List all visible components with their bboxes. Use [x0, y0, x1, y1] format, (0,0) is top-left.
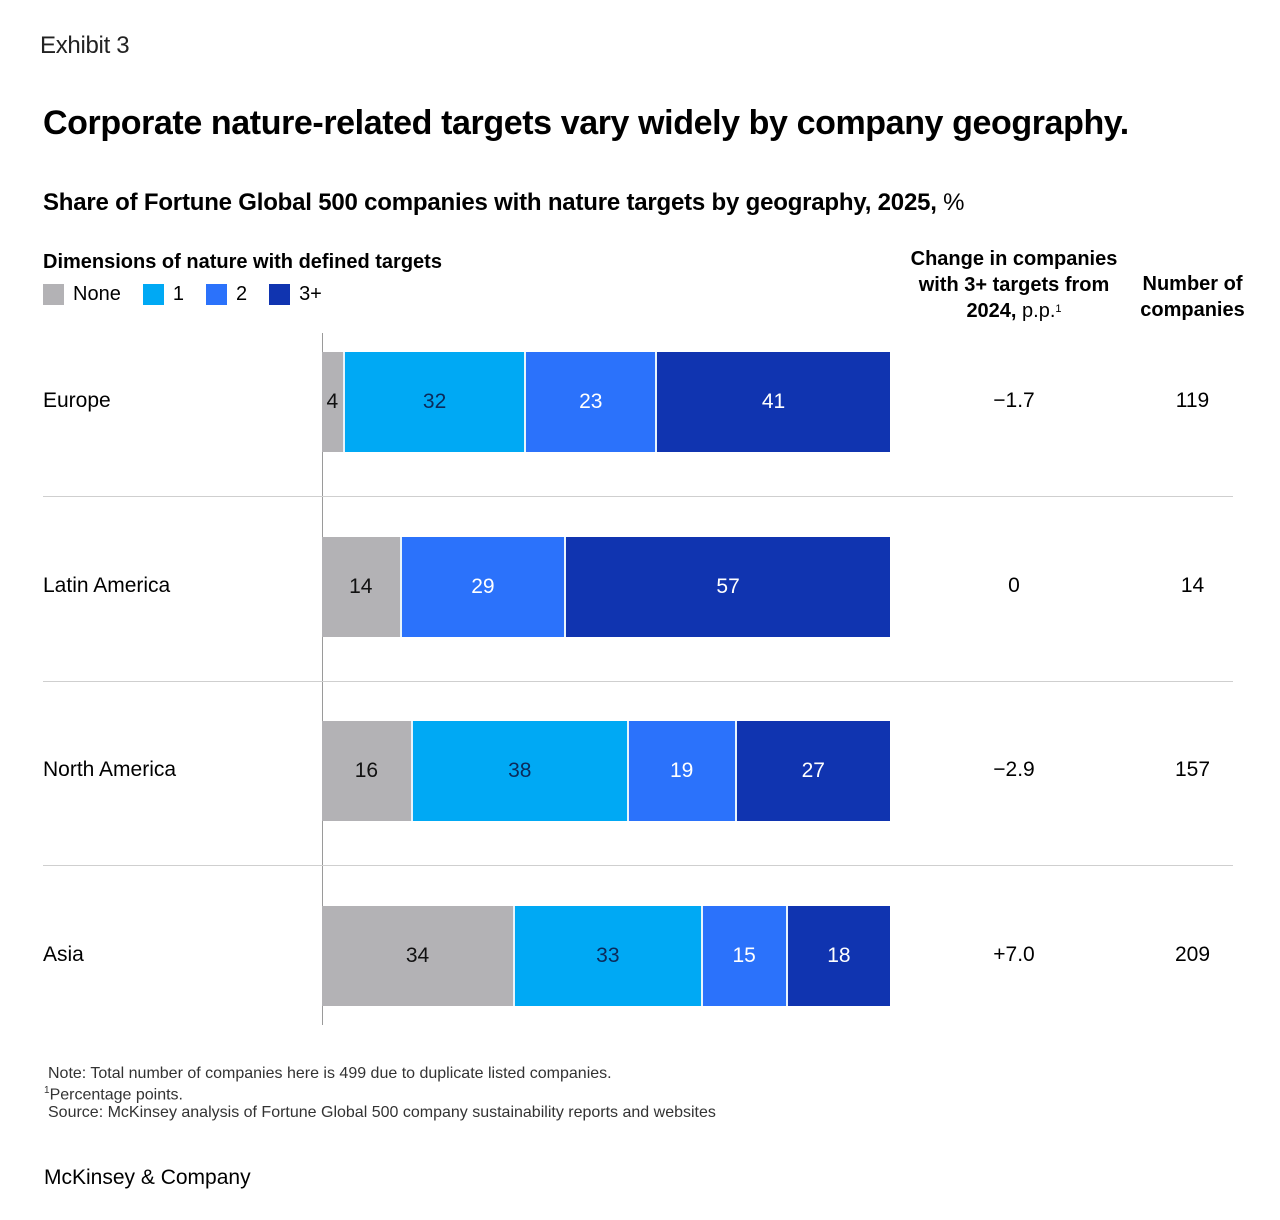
bar-segment-north-america-2: 19	[628, 721, 737, 821]
data-label: 27	[801, 759, 825, 782]
company-count-europe: 119	[1175, 389, 1210, 412]
data-label: 14	[349, 575, 373, 598]
data-label: 29	[471, 575, 495, 598]
bar-segment-latin-america-3plus: 57	[566, 537, 890, 637]
data-label: 32	[422, 390, 447, 413]
bar-segment-latin-america-none: 14	[322, 537, 402, 637]
subtitle-text: Share of Fortune Global 500 companies wi…	[43, 189, 937, 216]
bar-segment-asia-3plus: 18	[787, 906, 890, 1006]
change-value-asia: +7.0	[993, 943, 1035, 966]
column-header-count-line1: Number of	[1142, 273, 1243, 295]
region-label-europe: Europe	[43, 389, 111, 412]
data-label: 38	[508, 759, 532, 782]
chart-title: Corporate nature-related targets vary wi…	[43, 104, 1129, 142]
data-label: 4	[326, 390, 339, 413]
legend-label: 1	[172, 283, 184, 305]
data-label: 16	[354, 759, 379, 782]
footnote: 1Percentage points.	[44, 1085, 183, 1104]
data-label: 23	[579, 390, 603, 413]
bar-segment-north-america-none: 16	[322, 721, 413, 821]
data-label: 57	[716, 575, 740, 598]
legend-label: None	[73, 283, 121, 305]
column-header-change-line2: with 3+ targets from	[918, 274, 1110, 296]
stacked-bar-europe: 4 32 23 41	[322, 352, 890, 452]
source-text: Source: McKinsey analysis of Fortune Glo…	[48, 1104, 716, 1121]
bar-segment-europe-3plus: 41	[657, 352, 890, 452]
change-value-north-america: −2.9	[993, 758, 1035, 781]
brand-logo-text: McKinsey & Company	[44, 1166, 251, 1189]
bar-baseline-axis	[322, 333, 323, 1025]
data-label: 15	[732, 944, 756, 967]
company-count-north-america: 157	[1174, 758, 1211, 781]
region-label-asia: Asia	[43, 943, 84, 966]
row-separator	[43, 496, 1233, 497]
legend-swatch-1	[142, 284, 164, 305]
region-label-latin-america: Latin America	[43, 574, 171, 597]
bar-segment-north-america-3plus: 27	[736, 721, 890, 821]
company-count-latin-america: 14	[1180, 574, 1205, 597]
column-header-year: 2024,	[966, 300, 1017, 322]
data-label: 33	[596, 944, 620, 967]
footnote-marker: 1	[1055, 303, 1062, 315]
data-label: 19	[669, 759, 694, 782]
stacked-bar-latin-america: 14 29 57	[322, 537, 890, 637]
legend-label: 3+	[299, 283, 322, 305]
column-header-unit: p.p.	[1016, 300, 1056, 322]
subtitle-unit: %	[936, 189, 965, 216]
change-value-europe: −1.7	[993, 389, 1035, 412]
bar-segment-asia-2: 15	[702, 906, 788, 1006]
chart-subtitle: Share of Fortune Global 500 companies wi…	[43, 189, 965, 217]
column-header-change-line1: Change in companies	[910, 248, 1118, 270]
footnote-marker: 1	[44, 1085, 50, 1096]
bar-segment-latin-america-2: 29	[401, 537, 567, 637]
legend-item-1: 1	[142, 283, 184, 306]
stacked-bar-asia: 34 33 15 18	[322, 906, 890, 1006]
column-header-change: Change in companies with 3+ targets from…	[900, 246, 1128, 324]
column-header-count-line2: companies	[1140, 299, 1245, 321]
bar-segment-asia-none: 34	[322, 906, 516, 1006]
exhibit-label: Exhibit 3	[40, 32, 130, 59]
column-header-count: Number of companies	[1130, 271, 1255, 323]
bar-segment-europe-none: 4	[322, 352, 345, 452]
change-value-latin-america: 0	[1008, 574, 1020, 597]
company-count-asia: 209	[1174, 943, 1211, 966]
data-label: 34	[405, 944, 430, 967]
legend-swatch-2	[205, 284, 227, 305]
bar-segment-north-america-1: 38	[412, 721, 629, 821]
bar-segment-asia-1: 33	[515, 906, 703, 1006]
legend-label: 2	[235, 283, 248, 305]
bar-segment-europe-1: 32	[344, 352, 527, 452]
bar-segment-europe-2: 23	[526, 352, 658, 452]
legend-swatch-3plus	[269, 284, 291, 305]
legend-swatch-none	[43, 284, 64, 305]
legend: None 1 2 3+	[43, 283, 344, 306]
data-label: 18	[827, 944, 851, 967]
stacked-bar-north-america: 16 38 19 27	[322, 721, 890, 821]
region-label-north-america: North America	[43, 758, 177, 781]
footnote-text: Percentage points.	[49, 1086, 183, 1104]
legend-item-3plus: 3+	[269, 283, 322, 306]
data-label: 41	[761, 390, 786, 413]
legend-item-2: 2	[205, 283, 248, 306]
column-header-change-line3: 2024, p.p.1	[900, 298, 1128, 324]
note-text: Note: Total number of companies here is …	[48, 1065, 612, 1082]
row-separator	[43, 681, 1233, 682]
legend-item-none: None	[43, 283, 121, 306]
row-separator	[43, 865, 1233, 866]
legend-title: Dimensions of nature with defined target…	[43, 251, 442, 273]
